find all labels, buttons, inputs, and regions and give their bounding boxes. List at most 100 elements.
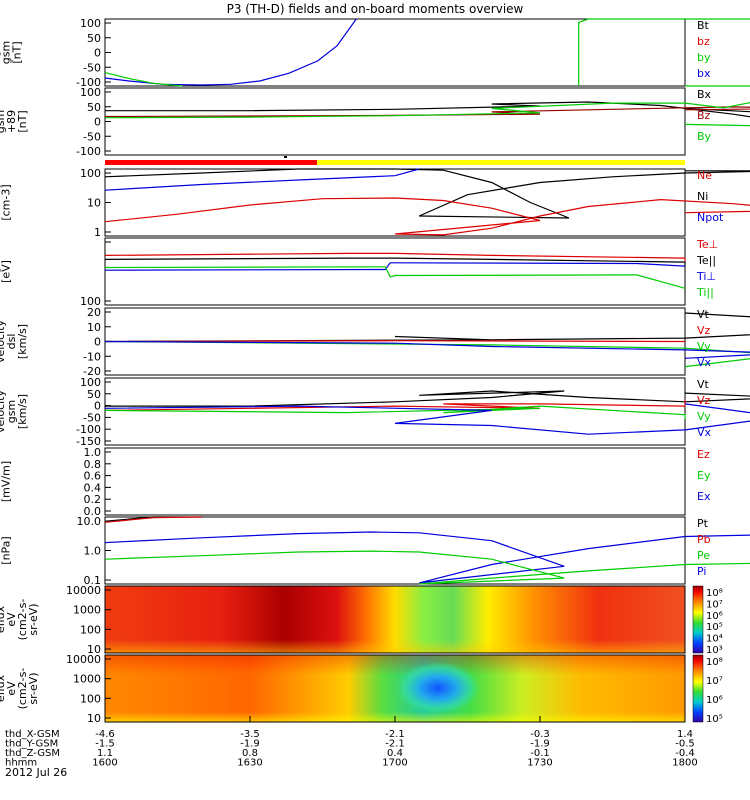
panel-efield-yticks: 1.00.80.60.40.20.0 [84,446,111,518]
ytick-label: -100 [76,145,101,158]
panel-efield-legend: Ez Ey Ex [697,448,711,503]
ylabel-line: +89 [5,110,18,133]
legend-entry: by [697,51,711,64]
panel-density-yticks: 100 10 1 [80,167,111,239]
ylabel-line: [km/s] [16,324,29,359]
ytick-label: 1000 [73,604,101,617]
ytick-label: 1 [94,226,101,239]
legend-entry: Te⊥ [696,238,718,251]
series-Te|| [104,257,686,267]
ytick-label: 10 [87,712,101,725]
ephemeris-row-label: thd_X-GSM [5,729,60,740]
ytick-label: 0 [94,336,101,349]
ylabel-line: [nT] [11,41,24,63]
legend-entry: Bz [697,109,711,122]
panel-electron-spectrogram-ylabel: thdpeerenefluxeV(cm2-s-sr-eV) [0,668,40,710]
ephemeris-row-label: thd_Y-GSM [5,739,58,750]
ytick-label: 50 [87,388,101,401]
panel-density-frame [104,168,686,237]
legend-entry: Vz [697,324,711,337]
date-label: 2012 Jul 26 [5,766,67,779]
series-Vy [104,340,750,368]
panel-temperature-yticks: 100 [80,241,111,308]
ylabel-line: eflux [0,674,7,702]
figure-title: P3 (TH-D) fields and on-board moments ov… [227,2,524,16]
ytick-label: 0.0 [84,505,102,518]
ytick-label: 100 [80,623,101,636]
panel-pressure-frame [104,516,686,585]
panel-ion-spectrogram-ylabel: thdpeirenefluxeV(cm2-s-sr-eV) [0,599,40,641]
panel-fge-legend: Bx Bz By [697,88,712,143]
series-Pi [104,531,750,584]
ytick-label: 10.0 [77,515,102,528]
ylabel-line: eV [5,612,18,627]
series-Npot [104,168,420,191]
region-bar-red [105,160,317,165]
ion-colorbar [692,585,704,654]
panel-temperature-plot [104,252,686,289]
panel-fgs-ylabel: thdfgsgsm[nT] [0,41,24,64]
legend-entry: Vy [697,340,711,353]
series-By [104,101,750,127]
ephemeris-value: 1800 [672,758,697,769]
legend-entry: Pt [697,517,709,530]
panel-fge-yticks: 100 50 0-50 -100 [76,86,111,158]
legend-entry: Ex [697,490,711,503]
panel-temperature: 100 magn3[eV] Te⊥ Te|| Ti⊥ Ti|| [0,237,718,308]
legend-entry: Ey [697,469,711,482]
ephemeris-value: -1.9 [240,739,260,750]
electron-spectrogram-low-flux-region [396,662,480,714]
panel-fgs: 100 50 0-50 -100 thdfgsgsm[nT] Bt bz by bx [0,17,750,89]
ephemeris-row-label: hhmm [5,758,37,769]
legend-entry: Ti|| [696,286,714,299]
series-by [104,72,183,87]
ytick-label: 0 [94,400,101,413]
panel-peim-gsm-plot [104,390,750,435]
ylabel-line: [eV] [0,260,13,283]
ephemeris-value: -0.1 [530,748,550,759]
ylabel-line: gsm [0,110,7,133]
colorbar-tick-label: 10⁵ [706,714,723,725]
ylabel-line: E - VxB [0,462,2,502]
ytick-label: 50 [87,32,101,45]
ytick-label: 10 [87,321,101,334]
region-bar-yellow [317,160,685,165]
ytick-label: 1000 [73,673,101,686]
ylabel-line: velocity [0,320,7,363]
series-Vy [104,405,686,420]
panel-efield-frame [104,447,686,516]
panel-fgs-plot [104,18,750,87]
colorbar-tick-label: 10⁴ [706,634,723,645]
ytick-label: 0 [94,47,101,60]
panel-peim-gsm-frame [104,377,686,446]
ephemeris-value: -0.4 [675,748,695,759]
ytick-label: -50 [83,61,101,74]
series-Ne [104,197,750,236]
colorbar-tick-label: 10⁸ [706,657,723,668]
series-Vx [104,340,750,359]
ytick-label: 10000 [66,653,101,666]
ytick-label: -50 [83,411,101,424]
legend-entry: Vx [697,356,712,369]
panel-temperature-ylabel: magn3[eV] [0,252,13,290]
ytick-label: 10 [87,643,101,656]
panel-pressure-legend: Pt Pb Pe Pi [697,517,711,578]
legend-entry: bz [697,35,710,48]
series-Vz [104,399,686,411]
ylabel-line: eV [5,681,18,696]
legend-entry: Vx [697,426,712,439]
ylabel-line: velocity [0,390,7,433]
panel-fge-plot [104,101,750,127]
ytick-label: 0.8 [84,458,102,471]
ephemeris-value: 1600 [92,758,117,769]
ytick-label: -20 [83,365,101,378]
ylabel-line: gsm [0,41,13,64]
ytick-label: 10000 [66,584,101,597]
ion-spectrogram-frame [104,585,686,654]
panel-fge-frame [104,87,686,156]
legend-entry: Bx [697,88,712,101]
